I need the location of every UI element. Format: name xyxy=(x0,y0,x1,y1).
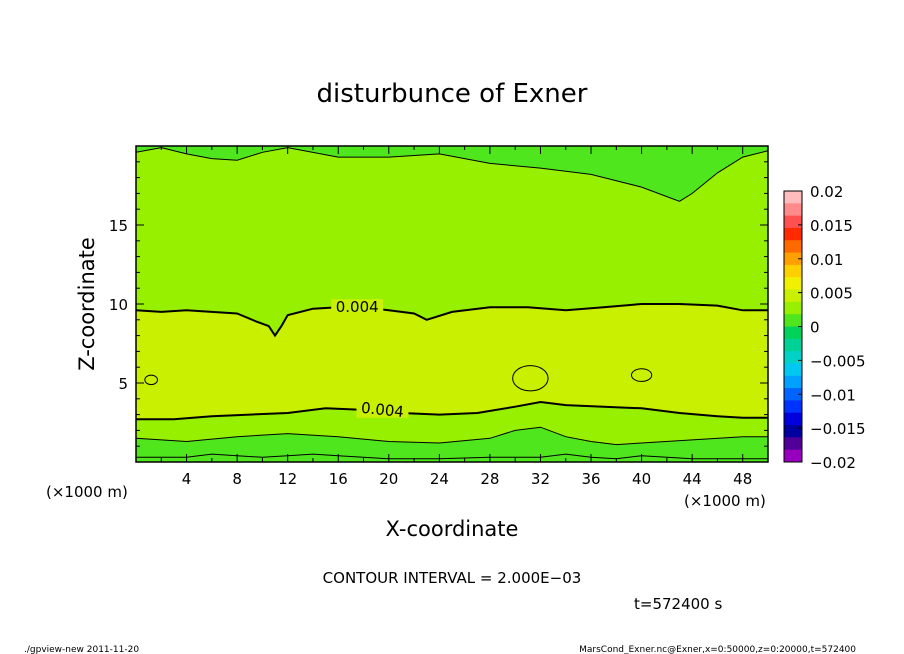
x-tick-label: 24 xyxy=(430,470,449,488)
x-unit-right: (×1000 m) xyxy=(684,492,766,510)
colorbar-swatch xyxy=(784,326,802,340)
chart-title: disturbunce of Exner xyxy=(317,79,588,109)
colorbar-swatch xyxy=(784,215,802,229)
colorbar-tick-label: 0.01 xyxy=(810,251,843,269)
contour-interval: CONTOUR INTERVAL = 2.000E−03 xyxy=(323,569,582,587)
band-bottom xyxy=(136,427,768,462)
fill-bands xyxy=(136,146,768,462)
x-tick-label: 48 xyxy=(733,470,752,488)
colorbar-swatch xyxy=(784,388,802,401)
contour-closed xyxy=(144,374,158,386)
contour-line xyxy=(136,400,768,421)
contour-labels: 0.004 0.004 xyxy=(331,298,409,421)
colorbar-swatch xyxy=(784,425,802,438)
y-tick-label: 15 xyxy=(109,217,128,235)
colorbar-swatch xyxy=(784,351,802,364)
y-axis: 5 10 15 xyxy=(109,161,768,447)
x-tick-label: 8 xyxy=(232,470,242,488)
colorbar-swatch xyxy=(784,203,802,217)
colorbar-swatch xyxy=(784,227,802,241)
x-axis-label: X-coordinate xyxy=(386,517,519,541)
source-info: MarsCond_Exner.nc@Exner,x=0:50000,z=0:20… xyxy=(579,645,856,654)
x-tick-label: 12 xyxy=(278,470,297,488)
colorbar-tick-label: 0 xyxy=(810,319,820,337)
contour-closed xyxy=(512,365,549,392)
colorbar-swatch xyxy=(784,363,802,377)
colorbar: 0.02 0.015 0.01 0.005 0 −0.005 −0.01 −0.015 −0.0… xyxy=(783,183,866,472)
x-unit-left: (×1000 m) xyxy=(46,483,128,501)
contour-label: 0.004 xyxy=(360,399,405,421)
contour-line xyxy=(136,147,768,202)
colorbar-swatch xyxy=(784,289,802,303)
colorbar-tick-label: 0.02 xyxy=(810,183,843,201)
colorbar-swatch xyxy=(784,240,802,254)
colorbar-tick-label: −0.01 xyxy=(810,386,856,404)
x-tick-label: 36 xyxy=(581,470,600,488)
colorbar-tick-label: −0.005 xyxy=(810,352,866,370)
colorbar-swatch xyxy=(784,338,802,352)
x-tick-label: 4 xyxy=(182,470,192,488)
colorbar-tick-label: −0.015 xyxy=(810,420,866,438)
x-tick-label: 28 xyxy=(480,470,499,488)
plot-area xyxy=(136,146,768,462)
colorbar-tick-label: 0.005 xyxy=(810,285,853,303)
colorbar-swatch xyxy=(784,277,802,291)
y-axis-label: Z-coordinate xyxy=(75,237,99,371)
contour-closed xyxy=(630,368,653,382)
x-tick-label: 16 xyxy=(329,470,348,488)
x-tick-label: 40 xyxy=(632,470,651,488)
colorbar-swatch xyxy=(784,301,802,315)
colorbar-tick-label: 0.015 xyxy=(810,217,853,235)
colorbar-tick-label: −0.02 xyxy=(810,454,856,472)
contour-lines xyxy=(136,147,768,460)
colorbar-swatch xyxy=(784,314,802,327)
colorbar-swatch xyxy=(784,437,802,451)
contour-label: 0.004 xyxy=(336,298,379,316)
x-tick-label: 20 xyxy=(379,470,398,488)
colorbar-swatch xyxy=(784,400,802,414)
colorbar-swatch xyxy=(784,375,802,389)
x-tick-label: 44 xyxy=(683,470,702,488)
contour-line xyxy=(136,426,768,446)
colorbar-swatch xyxy=(784,252,802,266)
y-tick-label: 10 xyxy=(109,296,128,314)
colorbar-swatch xyxy=(784,449,802,463)
contour-label-bg xyxy=(356,401,409,418)
contour-label-bg xyxy=(331,299,384,316)
colorbar-swatch xyxy=(784,191,802,204)
colorbar-swatch xyxy=(784,264,802,278)
x-axis: 4 8 12 16 20 24 28 32 36 40 44 48 xyxy=(160,146,752,488)
time-stamp: t=572400 s xyxy=(634,595,722,613)
band-0.004 xyxy=(136,304,768,420)
colorbar-swatch xyxy=(784,412,802,426)
x-tick-label: 32 xyxy=(531,470,550,488)
program-info: ./gpview-new 2011-11-20 xyxy=(24,645,139,654)
y-tick-label: 5 xyxy=(118,375,128,393)
